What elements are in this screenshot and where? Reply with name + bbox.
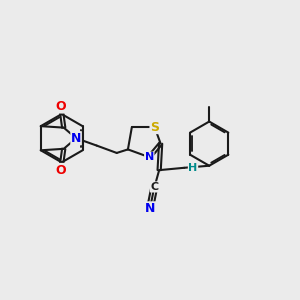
- Text: N: N: [145, 202, 155, 215]
- Text: O: O: [56, 100, 66, 113]
- Text: O: O: [56, 164, 66, 176]
- Text: N: N: [71, 132, 81, 145]
- Text: S: S: [150, 121, 159, 134]
- Text: H: H: [188, 163, 198, 173]
- Text: N: N: [145, 152, 154, 162]
- Text: C: C: [150, 182, 158, 192]
